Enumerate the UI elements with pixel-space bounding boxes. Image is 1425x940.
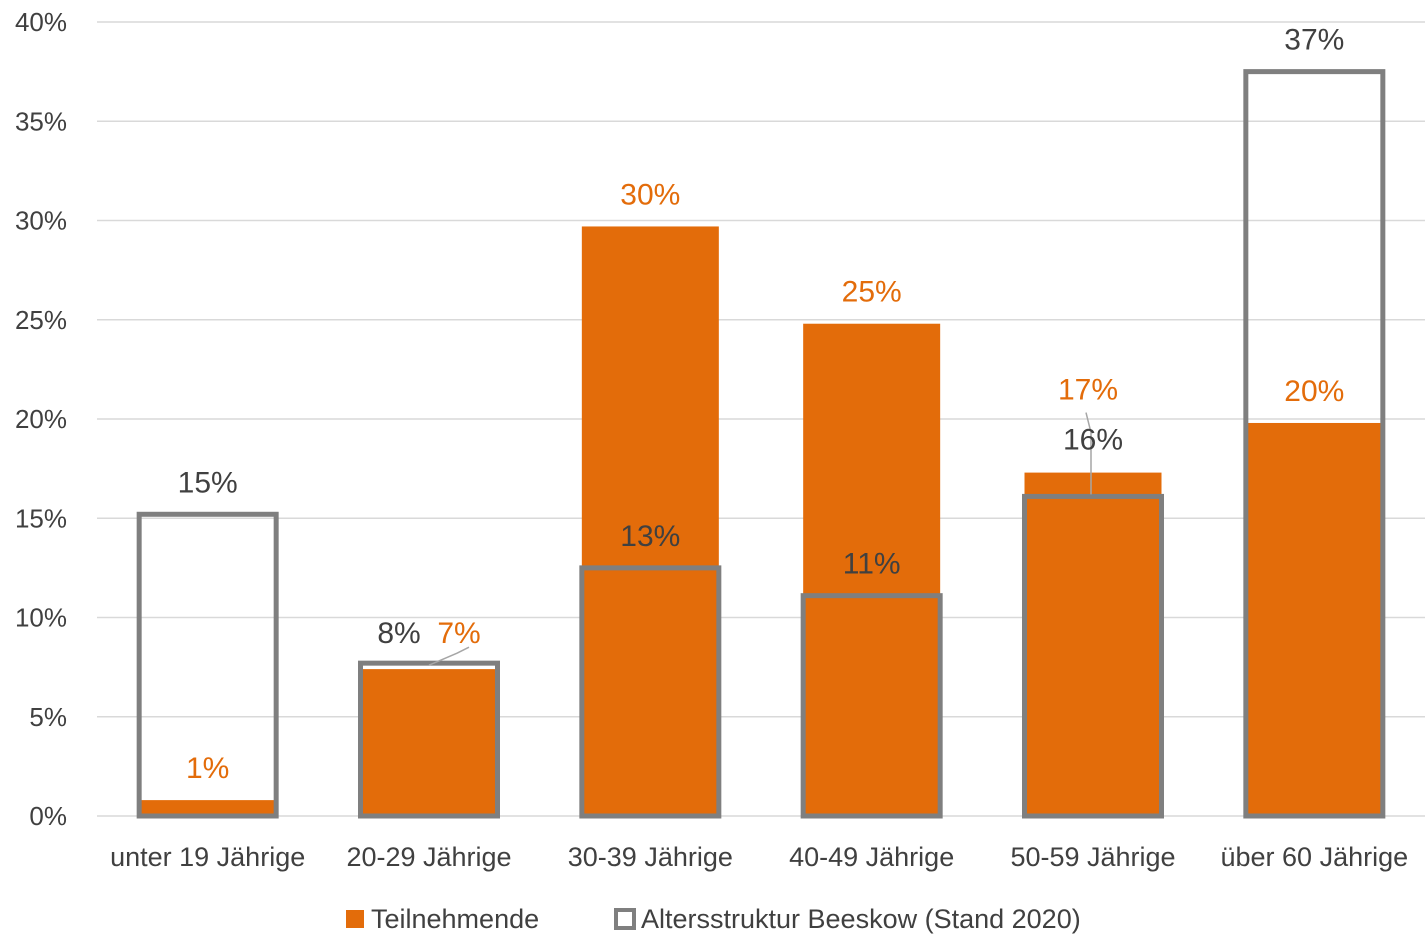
- data-label-altersstruktur: 8%: [377, 617, 420, 650]
- data-label-altersstruktur: 13%: [620, 520, 680, 553]
- data-label-altersstruktur: 11%: [843, 548, 901, 581]
- y-tick-label: 25%: [15, 305, 67, 335]
- gridlines: [97, 21, 1425, 817]
- data-label-teilnehmende: 17%: [1058, 374, 1118, 407]
- data-labels: 1% 7% 30% 25% 17% 20% 15% 8% 13% 11% 16% 37%: [178, 24, 1345, 785]
- legend: Teilnehmende Altersstruktur Beeskow (Sta…: [346, 904, 1081, 934]
- bar-teilnehmende: [803, 323, 941, 816]
- bar-altersstruktur: [358, 660, 500, 819]
- bar-teilnehmende: [360, 669, 498, 816]
- bar-altersstruktur: [1022, 493, 1164, 819]
- y-tick-label: 5%: [29, 702, 67, 732]
- y-tick-label: 0%: [29, 801, 67, 831]
- bar-teilnehmende: [139, 800, 277, 816]
- bar-teilnehmende: [581, 226, 719, 816]
- bar-altersstruktur: [136, 511, 279, 819]
- bar-altersstruktur: [800, 593, 943, 819]
- legend-label-altersstruktur: Altersstruktur Beeskow (Stand 2020): [641, 904, 1081, 934]
- data-label-altersstruktur: 37%: [1284, 24, 1344, 57]
- data-label-teilnehmende: 1%: [186, 752, 229, 785]
- x-category-label: 30-39 Jährige: [568, 842, 733, 872]
- x-category-label: 50-59 Jährige: [1010, 842, 1175, 872]
- outline-bars: [136, 69, 1386, 819]
- data-label-teilnehmende: 20%: [1284, 375, 1344, 408]
- y-tick-label: 20%: [15, 404, 67, 434]
- y-axis-ticks: 0% 5% 10% 15% 20% 25% 30% 35% 40%: [15, 7, 67, 831]
- y-tick-label: 10%: [15, 603, 67, 633]
- y-tick-label: 15%: [15, 503, 67, 533]
- x-category-label: 40-49 Jährige: [789, 842, 954, 872]
- data-label-altersstruktur: 15%: [178, 466, 238, 499]
- bar-altersstruktur: [1243, 69, 1386, 819]
- y-tick-label: 35%: [15, 106, 67, 136]
- x-category-label: über 60 Jährige: [1221, 842, 1409, 872]
- bar-teilnehmende: [1024, 472, 1162, 816]
- label-leaders: [428, 412, 1092, 666]
- data-label-teilnehmende: 25%: [842, 276, 902, 309]
- leader-line: [428, 646, 470, 666]
- data-label-altersstruktur: 16%: [1063, 423, 1123, 456]
- data-label-teilnehmende: 30%: [620, 178, 680, 211]
- x-category-label: unter 19 Jährige: [110, 842, 305, 872]
- legend-swatch-altersstruktur: [614, 908, 636, 930]
- y-tick-label: 40%: [15, 7, 67, 37]
- legend-swatch-teilnehmende: [346, 910, 364, 928]
- x-category-label: 20-29 Jährige: [346, 842, 511, 872]
- legend-label-teilnehmende: Teilnehmende: [371, 904, 539, 934]
- data-label-teilnehmende: 7%: [437, 617, 480, 650]
- bar-teilnehmende: [1245, 422, 1383, 816]
- bar-altersstruktur: [579, 565, 722, 819]
- bars: [139, 226, 1383, 816]
- leader-line: [1085, 412, 1092, 495]
- x-axis-categories: unter 19 Jährige 20-29 Jährige 30-39 Jähri…: [110, 842, 1408, 872]
- y-tick-label: 30%: [15, 206, 67, 236]
